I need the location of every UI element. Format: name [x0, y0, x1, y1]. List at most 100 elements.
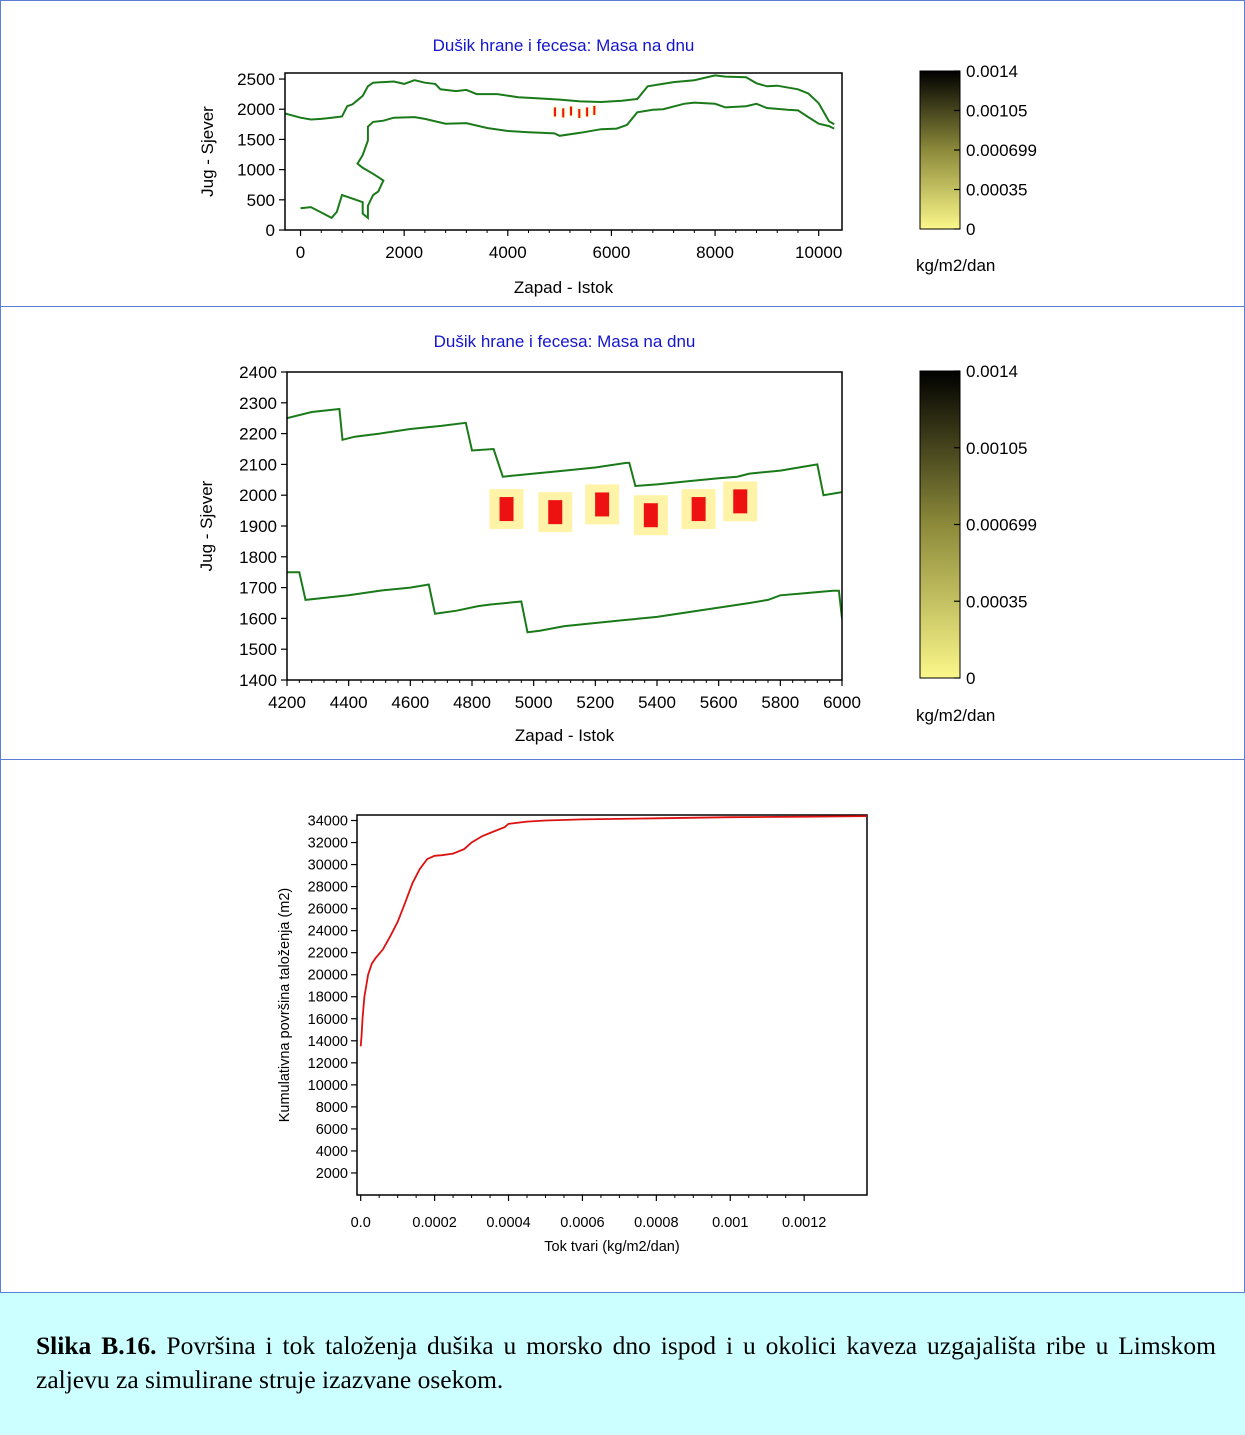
coastline-north: [287, 407, 842, 497]
y-tick-label: 22000: [308, 946, 348, 962]
x-tick-label: 4400: [330, 693, 368, 712]
deposit-patch: [595, 492, 610, 517]
y-tick-label: 30000: [308, 858, 348, 874]
coastline-south: [287, 571, 842, 634]
colorbar-tick-label: 0.00105: [966, 102, 1027, 121]
y-tick-label: 4000: [316, 1144, 348, 1160]
y-tick-label: 6000: [316, 1122, 348, 1138]
x-tick-label: 5200: [576, 693, 614, 712]
x-axis-title: Tok tvari (kg/m2/dan): [544, 1239, 679, 1255]
colorbar-tick-label: 0.000699: [966, 141, 1037, 160]
x-tick-label: 4600: [391, 693, 429, 712]
caption-text: Površina i tok taloženja dušika u morsko…: [36, 1331, 1216, 1394]
y-tick-label: 34000: [308, 814, 348, 830]
colorbar-tick-label: 0.0014: [966, 362, 1018, 381]
x-tick-label: 4200: [268, 693, 306, 712]
colorbar: [919, 370, 961, 679]
coastline-south: [300, 101, 835, 220]
x-tick-label: 0.0006: [560, 1215, 604, 1231]
y-tick-label: 20000: [308, 968, 348, 984]
panel-cumulative-chart: 0.0 0.0002 0.0004 0.0006 0.0008 0.001 0.0012 20…: [0, 759, 1245, 1292]
coastline-north: [285, 74, 835, 126]
y-tick-label: 1600: [239, 609, 277, 628]
y-tick-label: 500: [247, 191, 275, 210]
x-tick-label: 0.0012: [782, 1215, 826, 1231]
x-tick-label: 2000: [385, 243, 423, 262]
y-tick-label: 12000: [308, 1056, 348, 1072]
x-tick-label: 0.0: [351, 1215, 371, 1231]
x-tick-label: 0.0002: [412, 1215, 456, 1231]
deposit-patch: [691, 497, 706, 522]
y-tick-label: 10000: [308, 1078, 348, 1094]
y-tick-label: 1800: [239, 548, 277, 567]
chart-title: Dušik hrane i fecesa: Masa na dnu: [433, 36, 695, 55]
y-tick-label: 2400: [239, 363, 277, 382]
deposit-patch: [578, 108, 581, 118]
y-tick-label: 24000: [308, 924, 348, 940]
x-tick-label: 8000: [696, 243, 734, 262]
colorbar-unit-label: kg/m2/dan: [916, 256, 995, 275]
y-tick-label: 32000: [308, 836, 348, 852]
y-tick-label: 2000: [239, 486, 277, 505]
x-tick-label: 5400: [638, 693, 676, 712]
x-tick-label: 10000: [795, 243, 842, 262]
y-tick-label: 16000: [308, 1012, 348, 1028]
y-tick-label: 8000: [316, 1100, 348, 1116]
y-axis-title: Jug - Sjever: [198, 106, 217, 197]
y-tick-label: 26000: [308, 902, 348, 918]
panel-overview-map: Dušik hrane i fecesa: Masa na dnu 0 2000 40…: [0, 0, 1245, 306]
x-axis-title: Zapad - Istok: [514, 278, 614, 297]
colorbar-tick-label: 0: [966, 669, 975, 688]
deposit-patch: [593, 105, 596, 115]
x-tick-label: 4000: [489, 243, 527, 262]
y-tick-label: 2300: [239, 394, 277, 413]
y-tick-label: 2000: [316, 1166, 348, 1182]
deposit-patch: [586, 107, 589, 117]
y-tick-label: 18000: [308, 990, 348, 1006]
deposit-patch: [570, 106, 573, 116]
y-tick-label: 2000: [237, 100, 275, 119]
figure-caption: Slika B.16. Površina i tok taloženja duš…: [36, 1329, 1216, 1397]
colorbar: [919, 70, 961, 230]
x-axis-title: Zapad - Istok: [515, 726, 615, 745]
deposit-patch: [562, 108, 565, 118]
y-axis-title: Jug - Sjever: [197, 480, 216, 571]
y-tick-label: 1500: [237, 130, 275, 149]
deposit-patch: [548, 500, 563, 525]
y-tick-label: 28000: [308, 880, 348, 896]
x-tick-label: 0.0008: [634, 1215, 678, 1231]
plot-frame: [284, 72, 843, 231]
x-tick-label: 5600: [700, 693, 738, 712]
y-tick-label: 1700: [239, 579, 277, 598]
chart-zoom-map: Dušik hrane i fecesa: Masa na dnu 4200 440…: [197, 332, 1037, 745]
colorbar-tick-label: 0: [966, 220, 975, 239]
plot-frame: [356, 814, 868, 1196]
colorbar-tick-label: 0.00105: [966, 439, 1027, 458]
y-tick-label: 0: [266, 221, 275, 240]
deposit-patch: [733, 489, 748, 514]
colorbar-tick-label: 0.00035: [966, 181, 1027, 200]
y-tick-label: 1000: [237, 161, 275, 180]
colorbar-tick-label: 0.0014: [966, 62, 1018, 81]
x-tick-label: 0.001: [712, 1215, 748, 1231]
y-tick-label: 1500: [239, 640, 277, 659]
y-tick-label: 2200: [239, 425, 277, 444]
y-tick-label: 2100: [239, 455, 277, 474]
deposit-patch: [643, 503, 658, 528]
panel-zoom-map: Dušik hrane i fecesa: Masa na dnu 4200 440…: [0, 306, 1245, 759]
x-tick-label: 4800: [453, 693, 491, 712]
deposit-patch: [553, 107, 556, 117]
chart-cumulative-area: 0.0 0.0002 0.0004 0.0006 0.0008 0.001 0.0012 20…: [277, 814, 868, 1255]
plot-area: [287, 407, 842, 634]
colorbar-tick-label: 0.000699: [966, 516, 1037, 535]
x-tick-label: 5000: [515, 693, 553, 712]
caption-label: Slika B.16.: [36, 1331, 157, 1360]
y-tick-label: 2500: [237, 70, 275, 89]
y-tick-label: 14000: [308, 1034, 348, 1050]
y-tick-label: 1900: [239, 517, 277, 536]
chart-overview-map: Dušik hrane i fecesa: Masa na dnu 0 2000 40…: [198, 36, 1037, 297]
deposit-patch: [499, 497, 514, 522]
x-tick-label: 0: [296, 243, 305, 262]
y-tick-label: 1400: [239, 671, 277, 690]
colorbar-unit-label: kg/m2/dan: [916, 706, 995, 725]
